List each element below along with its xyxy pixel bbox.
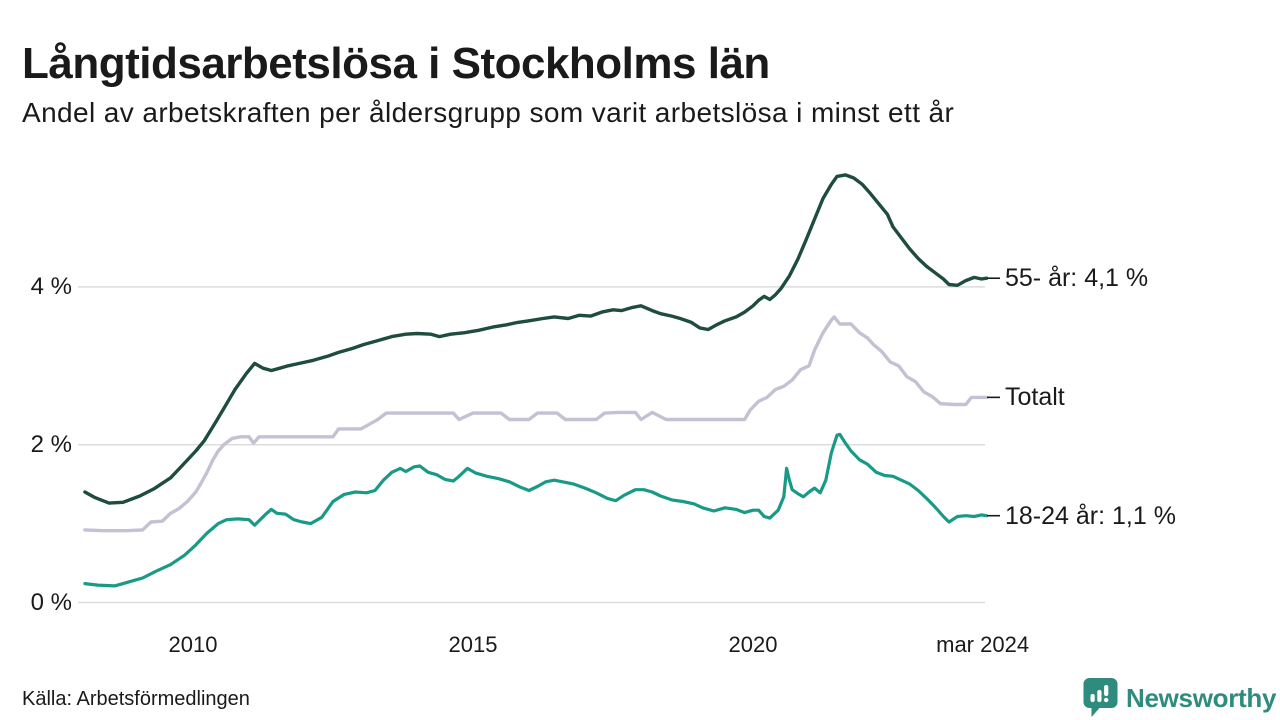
series-line-18-24-r — [83, 432, 989, 588]
newsworthy-logo: Newsworthy — [1082, 677, 1276, 719]
x-axis-tick-label-2010: 2010 — [168, 632, 218, 657]
x-axis-tick-label-2020: 2020 — [728, 632, 778, 657]
series-line-totalt — [83, 315, 989, 533]
newsworthy-wordmark: Newsworthy — [1126, 682, 1277, 713]
series-line-55-r — [83, 173, 989, 505]
source-label: Källa: Arbetsförmedlingen — [22, 688, 250, 710]
series-label-18-24-ar: 18-24 år: 1,1 % — [1005, 501, 1176, 530]
series-label-55-ar: 55- år: 4,1 % — [1005, 264, 1149, 293]
y-axis-tick-label-4: 4 % — [30, 272, 72, 300]
y-axis-tick-label-0: 0 % — [30, 588, 72, 616]
newsworthy-pin-icon — [1083, 678, 1118, 717]
x-axis-tick-label-mar-2024: mar 2024 — [936, 632, 1030, 657]
x-axis-tick-label-2015: 2015 — [448, 632, 498, 657]
series-label-totalt: Totalt — [1005, 383, 1065, 412]
page-title: Långtidsarbetslösa i Stockholms län — [22, 39, 770, 89]
y-axis-tick-label-2: 2 % — [30, 430, 72, 458]
chart-subtitle: Andel av arbetskraften per åldersgrupp s… — [22, 97, 955, 128]
